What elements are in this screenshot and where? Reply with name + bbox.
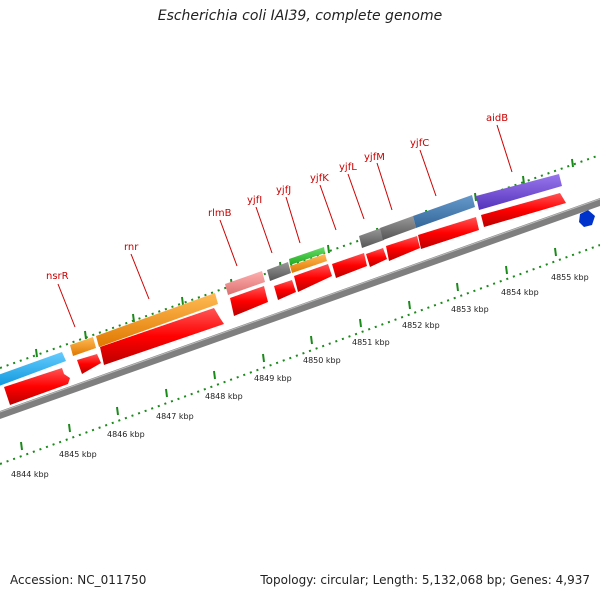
cds-arrow bbox=[386, 236, 420, 261]
gene-label-yjfL: yjfL bbox=[339, 162, 357, 173]
cds-arrow bbox=[366, 248, 387, 267]
gene-label-yjfM: yjfM bbox=[364, 152, 385, 163]
cds-arrow bbox=[481, 193, 566, 227]
feature-gray-2 bbox=[359, 228, 384, 248]
gene-label-yjfI: yjfI bbox=[247, 195, 262, 206]
genome-title: Escherichia coli IAI39, complete genome bbox=[157, 8, 443, 24]
cds-arrow bbox=[100, 308, 224, 365]
upper-tick-track bbox=[0, 154, 600, 369]
gene-labels: nsrR rnr rlmB yjfI yjfJ yjfK yjfL yjfM y… bbox=[46, 113, 508, 282]
genome-summary-text: Topology: circular; Length: 5,132,068 bp… bbox=[260, 573, 590, 587]
cds-arrow bbox=[418, 217, 479, 249]
feature-orange-thin bbox=[290, 254, 327, 273]
cds-arrow bbox=[274, 280, 296, 300]
gene-label-aidB: aidB bbox=[486, 113, 508, 124]
kbp-label: 4848 kbp bbox=[205, 392, 243, 401]
gene-label-yjfJ: yjfJ bbox=[276, 185, 291, 196]
kbp-label: 4844 kbp bbox=[11, 470, 49, 479]
gene-label-yjfC: yjfC bbox=[410, 138, 429, 149]
kbp-label: 4854 kbp bbox=[501, 288, 539, 297]
cds-arrow bbox=[332, 253, 367, 278]
kbp-label: 4852 kbp bbox=[402, 321, 440, 330]
gene-label-nsrR: nsrR bbox=[46, 271, 69, 282]
feature-pink bbox=[225, 271, 265, 295]
kbp-labels: 4844 kbp 4845 kbp 4846 kbp 4847 kbp 4848… bbox=[11, 273, 589, 479]
kbp-label: 4845 kbp bbox=[59, 450, 97, 459]
blue-marker[interactable] bbox=[579, 210, 595, 227]
kbp-label: 4850 kbp bbox=[303, 356, 341, 365]
genome-backbone bbox=[0, 198, 600, 419]
cds-arrow bbox=[4, 368, 70, 405]
feature-purple bbox=[476, 174, 562, 210]
kbp-label: 4851 kbp bbox=[352, 338, 390, 347]
features-top[interactable] bbox=[0, 174, 562, 386]
feature-cyan bbox=[0, 352, 66, 386]
kbp-label: 4846 kbp bbox=[107, 430, 145, 439]
kbp-label: 4855 kbp bbox=[551, 273, 589, 282]
kbp-label: 4847 kbp bbox=[156, 412, 194, 421]
gene-label-yjfK: yjfK bbox=[310, 173, 329, 184]
feature-orange-large bbox=[96, 293, 218, 347]
gene-label-rlmB: rlmB bbox=[208, 208, 232, 219]
accession-text: Accession: NC_011750 bbox=[10, 573, 147, 587]
feature-orange-small bbox=[70, 337, 96, 356]
feature-steelblue bbox=[413, 195, 475, 228]
lower-tick-track bbox=[0, 244, 600, 465]
kbp-label: 4849 kbp bbox=[254, 374, 292, 383]
gene-leader-lines bbox=[57, 124, 513, 328]
gene-label-rnr: rnr bbox=[124, 242, 139, 253]
feature-green bbox=[289, 247, 325, 265]
kbp-label: 4853 kbp bbox=[451, 305, 489, 314]
cds-arrows[interactable] bbox=[4, 193, 566, 405]
cds-arrow bbox=[230, 286, 268, 316]
feature-gray-3 bbox=[380, 216, 416, 240]
lower-major-ticks bbox=[20, 247, 557, 451]
cds-arrow bbox=[77, 354, 101, 374]
feature-gray-1 bbox=[267, 262, 291, 281]
cds-arrow bbox=[294, 264, 332, 292]
